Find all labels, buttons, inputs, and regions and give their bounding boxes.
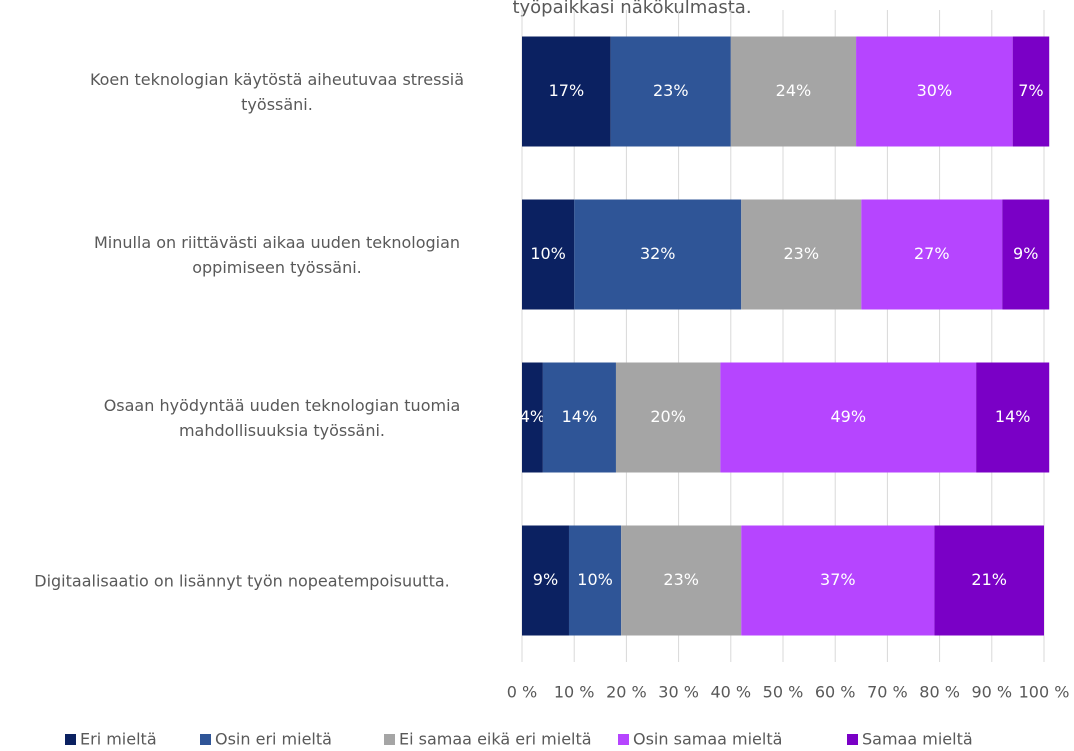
bar-segment: [741, 199, 862, 310]
legend-label: Osin eri mieltä: [215, 730, 332, 749]
bar-segment: [522, 36, 611, 147]
legend-swatch: [200, 734, 211, 745]
legend-label: Eri mieltä: [80, 730, 157, 749]
data-label: 4%: [520, 407, 545, 426]
bar-segment: [1002, 199, 1050, 310]
data-label: 9%: [1013, 244, 1038, 263]
bar-segment: [741, 525, 935, 636]
bar-segment: [522, 199, 575, 310]
legend-label: Samaa mieltä: [862, 730, 973, 749]
bar-segment: [976, 362, 1050, 473]
legend-swatch: [384, 734, 395, 745]
legend-swatch: [618, 734, 629, 745]
bar-segment: [615, 362, 721, 473]
x-tick-label: 60 %: [815, 683, 856, 702]
data-label: 9%: [533, 570, 558, 589]
data-label: 14%: [995, 407, 1031, 426]
data-label: 49%: [830, 407, 866, 426]
y-tick-label: Koen teknologian käytöstä aiheutuvaa str…: [89, 69, 465, 114]
x-tick-label: 20 %: [606, 683, 647, 702]
x-tick-label: 0 %: [507, 683, 537, 702]
legend-swatch: [65, 734, 76, 745]
chart-title: työpaikkasi näkökulmasta.: [512, 0, 751, 18]
data-label: 14%: [562, 407, 598, 426]
y-tick-label: Minulla on riittävästi aikaa uuden tekno…: [93, 232, 461, 277]
data-label: 21%: [971, 570, 1007, 589]
data-label: 23%: [783, 244, 819, 263]
bar-segment: [1012, 36, 1050, 147]
bar-segment: [542, 362, 616, 473]
data-label: 10%: [577, 570, 613, 589]
legend-label: Osin samaa mieltä: [633, 730, 782, 749]
data-label: 23%: [653, 81, 689, 100]
x-tick-label: 40 %: [710, 683, 751, 702]
bar-segment: [934, 525, 1044, 636]
data-label: 7%: [1018, 81, 1043, 100]
x-tick-label: 100 %: [1019, 683, 1070, 702]
bar-segment: [568, 525, 622, 636]
x-tick-label: 10 %: [554, 683, 595, 702]
data-label: 24%: [776, 81, 812, 100]
x-tick-label: 70 %: [867, 683, 908, 702]
bar-segment: [522, 362, 543, 473]
data-label: 27%: [914, 244, 950, 263]
x-tick-label: 50 %: [763, 683, 804, 702]
y-tick-label: Digitaalisaatio on lisännyt työn nopeate…: [34, 571, 450, 590]
legend-swatch: [847, 734, 858, 745]
data-label: 23%: [663, 570, 699, 589]
data-label: 32%: [640, 244, 676, 263]
bar-segment: [730, 36, 857, 147]
bar-segment: [574, 199, 742, 310]
x-tick-label: 90 %: [971, 683, 1012, 702]
legend-label: Ei samaa eikä eri mieltä: [399, 730, 592, 749]
x-tick-label: 30 %: [658, 683, 699, 702]
bar-segment: [522, 525, 569, 636]
bar-segment: [720, 362, 977, 473]
x-tick-label: 80 %: [919, 683, 960, 702]
bar-segment: [856, 36, 1013, 147]
data-label: 10%: [530, 244, 566, 263]
bar-segment: [621, 525, 742, 636]
bar-segment: [610, 36, 731, 147]
data-label: 30%: [917, 81, 953, 100]
bar-segment: [861, 199, 1003, 310]
data-label: 17%: [549, 81, 585, 100]
y-tick-label: Osaan hyödyntää uuden teknologian tuomia…: [103, 395, 461, 440]
data-label: 37%: [820, 570, 856, 589]
data-label: 20%: [650, 407, 686, 426]
